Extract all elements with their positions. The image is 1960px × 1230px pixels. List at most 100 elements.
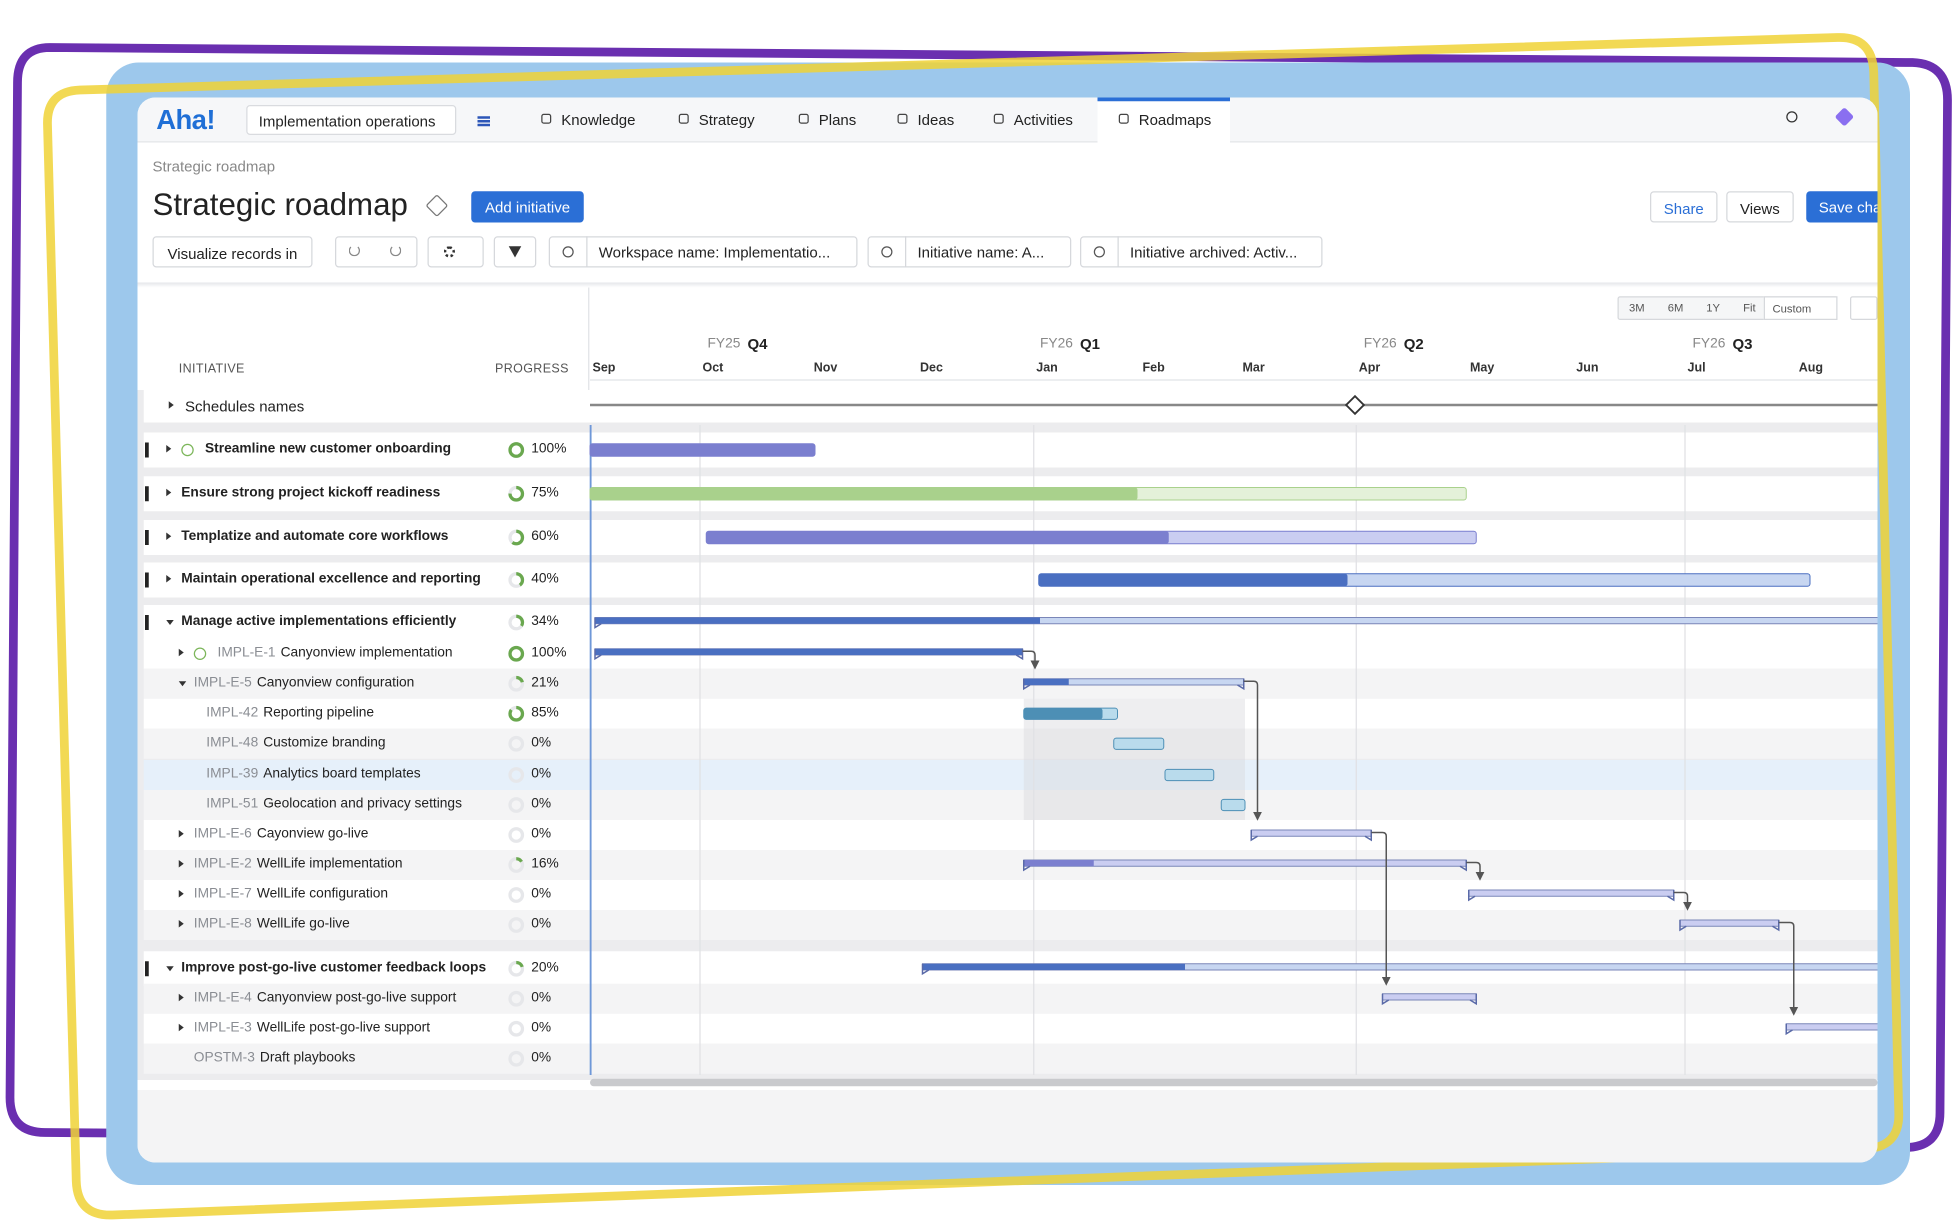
row-toggle[interactable] [178,860,184,868]
row-toggle[interactable] [166,575,172,583]
row-toggle[interactable] [178,830,184,838]
header-action[interactable]: Views [1726,191,1794,223]
header-action[interactable]: Share [1650,191,1718,223]
quarter-label: Q1 [1080,335,1101,353]
row-toggle[interactable] [178,681,187,687]
zoom-option[interactable]: 1Y [1706,301,1720,314]
filter-chip[interactable] [548,236,858,268]
dependency-arrow [1673,891,1692,911]
record-name[interactable]: Reporting pipeline [263,705,375,720]
row-toggle[interactable] [166,532,172,540]
nav-tab[interactable]: Strategy [698,111,755,129]
record-name[interactable]: Templatize and automate core workflows [181,528,449,544]
row-toggle[interactable] [178,1023,184,1032]
row-toggle[interactable] [178,920,184,928]
search-icon[interactable] [1786,111,1798,123]
visualize-button[interactable]: Visualize records in [152,236,313,268]
nav-tab[interactable]: Knowledge [561,111,636,129]
record-name[interactable]: WellLife configuration [256,886,389,902]
row-toggle[interactable] [178,890,184,898]
record-name[interactable]: Canyonview implementation [280,645,453,660]
menu-icon[interactable] [477,116,490,119]
record-id[interactable]: IMPL-E-2 [193,856,252,872]
gantt-bar-progress [922,963,1185,970]
row-toggle[interactable] [166,445,172,453]
progress-ring-track [508,797,525,813]
quarter-label: Q3 [1732,335,1753,353]
chip-divider [586,236,588,268]
zoom-in-button[interactable] [1850,296,1878,320]
nav-tab[interactable]: Ideas [917,111,955,129]
record-id[interactable]: IMPL-51 [206,796,259,812]
record-name[interactable]: Canyonview configuration [256,675,415,690]
record-name[interactable]: Maintain operational excellence and repo… [181,571,481,587]
row-toggle[interactable] [166,966,174,972]
progress-value: 0% [531,826,552,842]
chip-remove-icon[interactable] [562,246,574,258]
row-toggle[interactable] [166,620,174,625]
zoom-option[interactable]: Fit [1743,301,1756,314]
record-name[interactable]: WellLife go-live [256,916,350,932]
filter-chip[interactable] [1080,236,1323,268]
row-band [143,432,1878,468]
breadcrumb[interactable]: Strategic roadmap [152,157,276,176]
record-id[interactable]: IMPL-E-3 [193,1020,252,1035]
record-name[interactable]: Streamline new customer onboarding [205,441,452,457]
record-name[interactable]: Manage active implementations efficientl… [181,613,457,629]
row-band [143,820,1878,850]
header-action[interactable]: Save cha [1806,191,1878,223]
workspace-select[interactable]: Implementation operations [246,105,457,135]
quarter-fy: FY26 [1363,336,1397,352]
nav-tab[interactable]: Plans [818,111,857,129]
progress-ring-track [508,1020,525,1037]
gantt-bar-progress [1023,678,1069,685]
record-id[interactable]: IMPL-E-5 [193,675,252,690]
dependency-arrow [1778,921,1799,1016]
month-label: Aug [1798,361,1824,375]
record-name[interactable]: Geolocation and privacy settings [263,796,462,812]
record-name[interactable]: WellLife post-go-live support [256,1020,431,1035]
row-toggle[interactable] [166,488,172,497]
add-initiative-button[interactable]: Add initiative [471,191,584,223]
record-name[interactable]: Draft playbooks [259,1050,356,1065]
tab-icon [798,113,809,124]
record-id[interactable]: IMPL-48 [206,735,259,750]
nav-tab[interactable]: Activities [1013,111,1073,129]
record-id[interactable]: OPSTM-3 [193,1050,255,1065]
record-name[interactable]: Analytics board templates [263,766,421,782]
zoom-option[interactable]: 6M [1667,301,1684,314]
chip-remove-icon[interactable] [881,246,893,258]
tab-icon [1118,113,1129,124]
undo-redo[interactable] [335,236,418,268]
chip-remove-icon[interactable] [1093,246,1105,258]
record-name[interactable]: Canyonview post-go-live support [256,990,457,1005]
record-id[interactable]: IMPL-E-4 [193,990,252,1005]
record-id[interactable]: IMPL-42 [206,705,259,720]
record-id[interactable]: IMPL-E-8 [193,916,252,932]
record-name[interactable]: Improve post-go-live customer feedback l… [181,960,487,975]
progress-ring-track [508,827,525,843]
gantt-bar-track [1164,768,1215,782]
record-id[interactable]: IMPL-39 [206,766,259,782]
record-name[interactable]: Cayonview go-live [256,826,369,842]
settings-button[interactable] [427,236,484,268]
record-id[interactable]: IMPL-E-1 [217,645,276,660]
zoom-option[interactable]: Custom [1763,296,1838,320]
month-label: May [1470,361,1495,375]
nav-tab[interactable]: Roadmaps [1138,111,1212,129]
record-name[interactable]: WellLife implementation [256,856,403,872]
filter-chip[interactable] [867,236,1072,268]
filter-button[interactable] [493,236,537,268]
tab-icon [541,113,552,124]
row-toggle[interactable] [178,993,184,1002]
row-toggle[interactable] [178,648,184,657]
record-name[interactable]: Ensure strong project kickoff readiness [181,485,441,500]
record-id[interactable]: IMPL-E-7 [193,886,252,902]
record-id[interactable]: IMPL-E-6 [193,826,252,842]
zoom-option[interactable]: 3M [1629,301,1645,314]
record-name[interactable]: Customize branding [263,735,386,750]
schedules-toggle[interactable] [168,401,174,409]
month-label: Sep [592,361,616,375]
